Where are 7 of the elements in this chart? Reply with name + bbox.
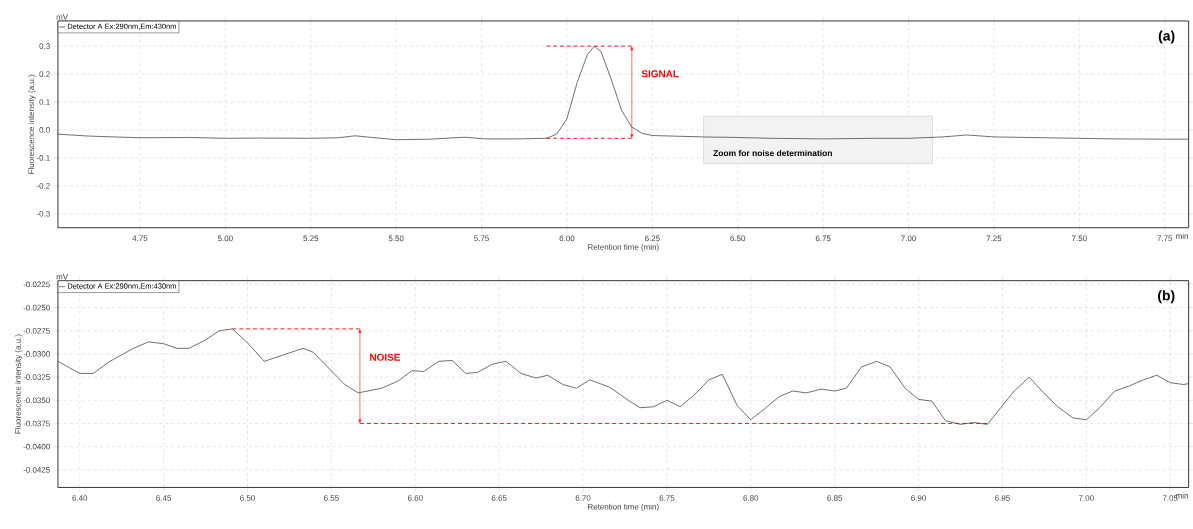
text: (b)	[1158, 289, 1175, 303]
text: (a)	[1158, 30, 1175, 44]
band-label: Zoom for noise determination	[713, 149, 832, 156]
line-series	[57, 328, 1189, 425]
annotation: SIGNAL	[641, 70, 679, 78]
line-series	[57, 45, 1190, 140]
annotation: NOISE	[370, 353, 401, 361]
